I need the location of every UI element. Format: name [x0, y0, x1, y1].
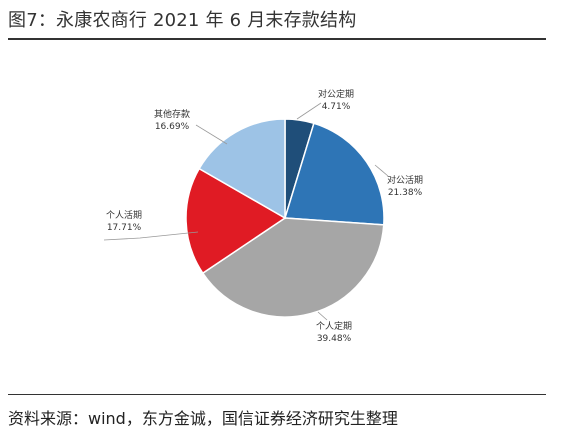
- pie-slice-3: [201, 217, 385, 318]
- slice-name-label-3: 个人定期: [316, 320, 352, 332]
- source-note: 资料来源：wind，东方金诚，国信证券经济研究生整理: [8, 409, 398, 428]
- slice-value-label-5: 16.69%: [155, 122, 190, 132]
- slice-name-label-4: 个人活期: [106, 209, 142, 221]
- leader-line-2: [374, 164, 389, 177]
- source-rule: [8, 394, 546, 395]
- leader-line-1: [296, 102, 322, 120]
- slice-name-label-1: 对公定期: [318, 88, 354, 100]
- leader-line-3: [317, 311, 328, 321]
- slice-name-label-2: 对公活期: [387, 174, 423, 186]
- title-rule: [8, 38, 546, 40]
- slice-value-label-4: 17.71%: [107, 223, 142, 233]
- leader-line-4: [103, 231, 199, 241]
- slice-value-label-1: 4.71%: [322, 102, 351, 112]
- slice-value-label-2: 21.38%: [388, 188, 423, 198]
- slice-value-label-3: 39.48%: [317, 334, 352, 344]
- pie-slice-5: [198, 118, 286, 220]
- pie-slice-2: [284, 122, 385, 226]
- figure-title: 图7：永康农商行 2021 年 6 月末存款结构: [8, 10, 357, 31]
- slice-name-label-5: 其他存款: [154, 108, 190, 120]
- leader-line-5: [195, 124, 228, 145]
- pie-slice-4: [185, 167, 287, 275]
